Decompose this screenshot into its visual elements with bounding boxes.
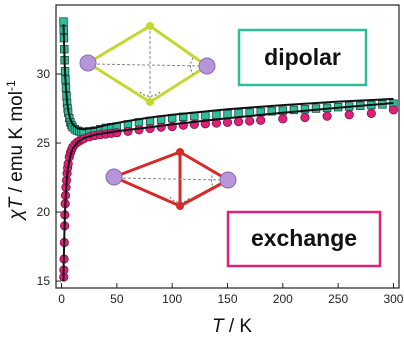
x-tick-label: 0 [58, 292, 65, 306]
bridge-atom [176, 148, 184, 156]
data-point [278, 114, 288, 124]
data-point [344, 110, 354, 120]
exchange-structure-diagram [105, 148, 237, 210]
x-tick-label: 100 [162, 292, 182, 306]
data-point [289, 105, 299, 115]
x-axis-title-rest: / K [224, 316, 253, 337]
y-axis-title-rest: / emu K mol [6, 91, 27, 198]
motif-bond [149, 64, 208, 104]
motif-bond [149, 24, 208, 68]
y-axis-title: χT / emu K mol-1 [4, 80, 27, 222]
bridge-atom [146, 98, 154, 106]
plot-area: 0 50 100 150 200 250 300 15 20 25 30 [37, 17, 404, 306]
x-tick-label: 200 [273, 292, 293, 306]
motif-bond [87, 61, 151, 104]
metal-atom [219, 171, 237, 189]
data-point [366, 108, 376, 118]
y-axis-title-sup: -1 [4, 80, 18, 91]
data-point [388, 105, 399, 115]
y-tick-label: 30 [37, 67, 51, 81]
motif-bond [113, 175, 181, 208]
bridge-atom [146, 22, 154, 30]
x-axis-title: T / K [212, 316, 252, 337]
dipolar-label: dipolar [264, 44, 341, 70]
x-tick-label: 300 [383, 292, 403, 306]
exchange-label: exchange [251, 225, 357, 251]
motif-bond [87, 24, 151, 65]
data-point [233, 117, 244, 127]
y-axis-title-italic: χT [6, 196, 27, 221]
data-point [223, 109, 232, 119]
motif-angle-arc [210, 171, 215, 189]
plot-frame [55, 4, 400, 289]
bridge-atom [176, 202, 184, 210]
y-tick-label: 20 [37, 205, 51, 219]
x-tick-label: 150 [217, 292, 237, 306]
y-tick-label: 25 [37, 136, 51, 150]
data-point [201, 111, 210, 120]
data-point [256, 115, 266, 125]
metal-atom [198, 57, 216, 75]
dipolar-box-frame [237, 28, 368, 87]
x-tick-label: 250 [328, 292, 348, 306]
data-point [245, 116, 255, 126]
motif-bond [179, 150, 229, 182]
motif-angle-arc [169, 196, 191, 203]
motif-bond [179, 178, 229, 208]
fit-curve [62, 24, 394, 131]
data-point [212, 110, 221, 119]
x-tick-label: 50 [110, 292, 124, 306]
dipolar-label-box: dipolar [237, 28, 368, 87]
data-point [322, 111, 332, 121]
motif-guide [117, 177, 225, 181]
data-point [59, 17, 68, 26]
motif-angle-arc [189, 57, 194, 75]
data-point [300, 112, 310, 123]
y-tick-label: 15 [37, 274, 51, 288]
dipolar-structure-diagram [79, 22, 216, 106]
motif-guide [91, 63, 204, 67]
exchange-label-box: exchange [226, 210, 382, 268]
exchange-box-frame [226, 210, 382, 268]
motif-bond [113, 150, 181, 179]
data-point [123, 126, 133, 136]
x-axis-title-italic: T [212, 316, 225, 337]
metal-atom [79, 54, 97, 72]
motif-angle-arc [139, 91, 161, 97]
data-point [267, 107, 276, 116]
fit-curve [62, 102, 394, 282]
metal-atom [105, 168, 123, 186]
